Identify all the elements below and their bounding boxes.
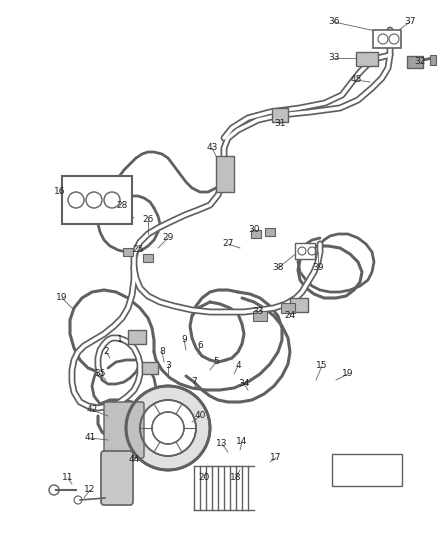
Text: 38: 38	[272, 263, 284, 272]
Text: 35: 35	[94, 369, 106, 378]
Text: 45: 45	[350, 76, 362, 85]
Bar	[128, 330, 146, 344]
Text: 40: 40	[194, 411, 206, 421]
Bar	[218, 166, 232, 188]
Text: 43: 43	[206, 143, 218, 152]
Bar	[265, 228, 275, 236]
Text: 34: 34	[238, 379, 250, 389]
Text: 27: 27	[223, 239, 234, 248]
Text: 4: 4	[235, 361, 241, 370]
Text: 18: 18	[230, 473, 242, 482]
Bar	[62, 176, 132, 224]
Text: 5: 5	[213, 358, 219, 367]
Text: 3: 3	[165, 361, 171, 370]
Text: 1: 1	[117, 335, 123, 344]
Text: 6: 6	[197, 342, 203, 351]
Text: 32: 32	[414, 58, 426, 67]
Text: 24: 24	[284, 311, 296, 320]
Bar	[295, 243, 315, 259]
Text: 33: 33	[252, 308, 264, 317]
FancyBboxPatch shape	[104, 402, 144, 458]
Text: 28: 28	[117, 201, 128, 211]
Bar	[332, 454, 402, 486]
Text: 20: 20	[198, 473, 210, 482]
Bar	[290, 298, 308, 312]
Text: 29: 29	[162, 233, 174, 243]
Text: 14: 14	[237, 438, 247, 447]
Text: 7: 7	[191, 377, 197, 386]
Text: 16: 16	[54, 188, 66, 197]
Text: 30: 30	[248, 225, 260, 235]
Text: 31: 31	[274, 119, 286, 128]
Bar	[123, 248, 133, 256]
Text: 26: 26	[142, 215, 154, 224]
Bar	[148, 408, 198, 448]
Text: 12: 12	[84, 486, 95, 495]
Text: 13: 13	[216, 440, 228, 448]
Text: 33: 33	[328, 53, 340, 62]
Text: 41: 41	[84, 433, 95, 442]
Bar	[356, 52, 378, 66]
Bar	[373, 30, 401, 48]
Text: 37: 37	[404, 18, 416, 27]
Bar	[430, 55, 436, 65]
Bar	[216, 156, 234, 192]
Bar	[407, 56, 423, 68]
Text: 19: 19	[56, 294, 68, 303]
Text: 17: 17	[270, 454, 282, 463]
Bar	[251, 230, 261, 238]
Bar	[253, 311, 267, 321]
Text: 11: 11	[62, 473, 74, 482]
Bar	[272, 108, 288, 122]
Bar	[142, 362, 158, 374]
Bar	[281, 303, 295, 313]
Text: 2: 2	[103, 348, 109, 357]
Text: 44: 44	[128, 456, 140, 464]
Text: 42: 42	[86, 406, 98, 415]
FancyBboxPatch shape	[101, 451, 133, 505]
Circle shape	[140, 400, 196, 456]
Text: 36: 36	[328, 18, 340, 27]
Bar	[143, 254, 153, 262]
Text: 25: 25	[132, 246, 144, 254]
Text: 39: 39	[312, 263, 324, 272]
Text: 9: 9	[181, 335, 187, 344]
Text: 19: 19	[342, 369, 354, 378]
Text: 15: 15	[316, 361, 328, 370]
Text: 8: 8	[159, 348, 165, 357]
Circle shape	[126, 386, 210, 470]
